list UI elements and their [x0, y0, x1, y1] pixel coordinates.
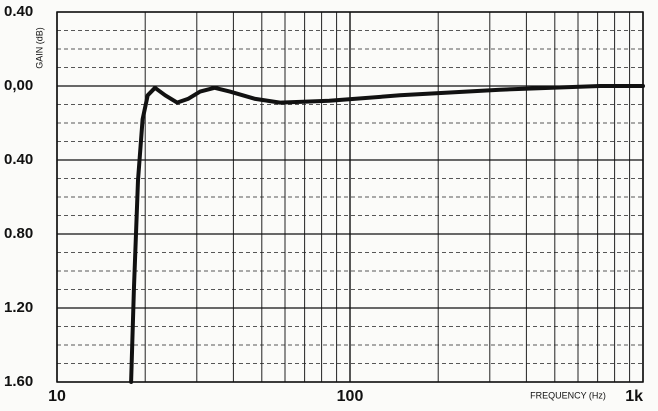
x-axis-label: FREQUENCY (Hz) [530, 390, 606, 400]
y-tick-label: 0.40 [4, 3, 33, 20]
x-tick-label: 100 [337, 388, 364, 405]
y-tick-label: 1.60 [4, 373, 33, 390]
y-tick-label: 0,00 [4, 77, 33, 94]
y-tick-label: 1.20 [4, 299, 33, 316]
y-tick-label: 0.80 [4, 225, 33, 242]
y-axis-label: GAIN (dB) [34, 27, 44, 69]
x-tick-label: 10 [48, 388, 66, 405]
y-tick-label: 0.40 [4, 151, 33, 168]
x-tick-label: 1k [625, 388, 643, 405]
response-curve [129, 84, 645, 384]
plot-frame [56, 11, 644, 383]
